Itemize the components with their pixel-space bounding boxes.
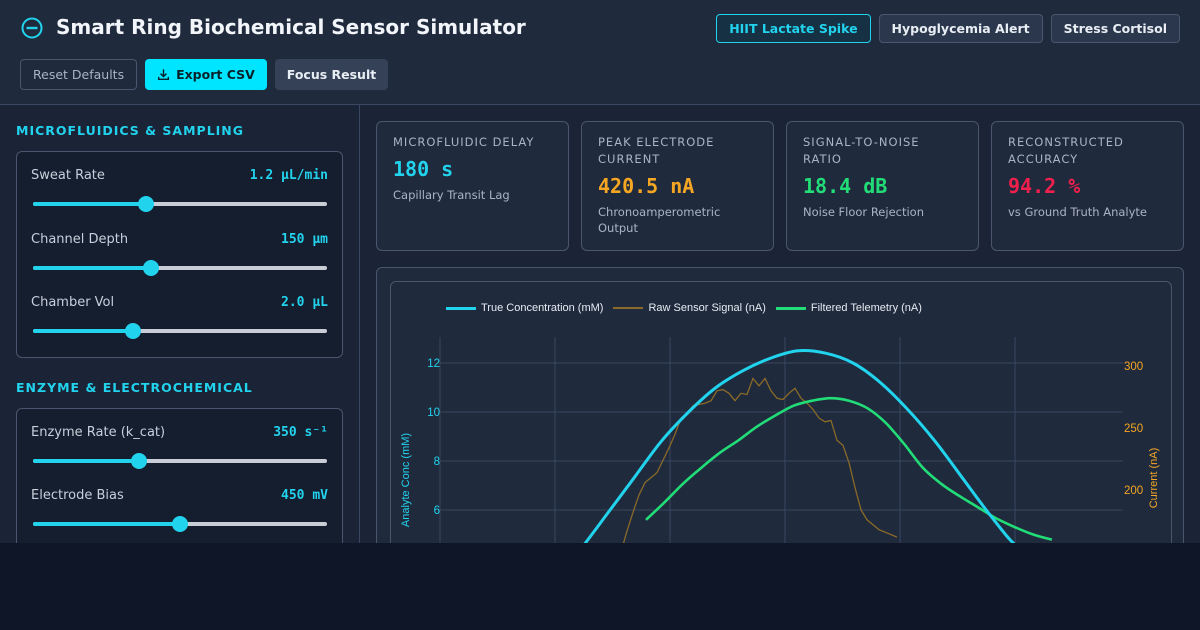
metric-label: PEAK ELECTRODE CURRENT — [598, 135, 715, 166]
sensor-ring-icon — [21, 17, 43, 39]
section-title-microfluidics: MICROFLUIDICS & SAMPLING — [16, 123, 245, 138]
toolbar: Reset Defaults Export CSV Focus Result — [20, 59, 389, 90]
slider-thumb[interactable] — [142, 260, 159, 276]
telemetry-chart: 12 10 8 6 300 250 200 Analyte Conc (mM) Current … — [400, 337, 1160, 543]
parameters-sidebar: MICROFLUIDICS & SAMPLING Sweat Rate 1.2 … — [0, 105, 360, 543]
metric-label: SIGNAL-TO-NOISE RATIO — [803, 135, 920, 166]
sweat-rate-label: Sweat Rate — [31, 168, 105, 183]
series-line-filtered-telemetry — [645, 396, 1053, 541]
metric-value: 94.2 % — [1008, 174, 1081, 198]
electrode-bias-label: Electrode Bias — [31, 488, 124, 503]
y-axis-title-left: Analyte Conc (mM) — [400, 433, 412, 527]
legend-label: True Concentration (mM) — [481, 302, 604, 314]
y-tick-label-left: 6 — [434, 505, 440, 517]
legend-item-filtered[interactable]: Filtered Telemetry (nA) — [775, 302, 922, 314]
chamber-vol-value: 2.0 µL — [281, 295, 328, 310]
series-line-true-concentration — [583, 349, 1016, 543]
header: Smart Ring Biochemical Sensor Simulator … — [0, 0, 1200, 105]
slider-fill — [33, 522, 180, 526]
chamber-vol-control: Chamber Vol 2.0 µL — [31, 295, 328, 355]
metric-caption: Chronoamperometric Output — [598, 205, 721, 235]
electrode-bias-slider[interactable] — [33, 516, 327, 532]
section-title-enzyme: ENZYME & ELECTROCHEMICAL — [16, 380, 253, 395]
slider-fill — [33, 459, 139, 463]
metric-value: 180 s — [393, 157, 454, 181]
sweat-rate-slider[interactable] — [33, 196, 327, 212]
metric-caption: vs Ground Truth Analyte — [1008, 205, 1147, 219]
series-line-raw-sensor-signal — [622, 377, 898, 543]
app-title: Smart Ring Biochemical Sensor Simulator — [56, 15, 526, 39]
slider-thumb[interactable] — [172, 516, 188, 532]
legend-swatch — [775, 306, 806, 310]
sweat-rate-value: 1.2 µL/min — [249, 168, 328, 183]
metric-card-microfluidic-delay: MICROFLUIDIC DELAY 180 s Capillary Trans… — [376, 121, 569, 251]
export-csv-label: Export CSV — [176, 67, 255, 82]
y-tick-label-right: 200 — [1124, 485, 1143, 497]
sweat-rate-control: Sweat Rate 1.2 µL/min — [31, 168, 328, 228]
y-tick-label-left: 12 — [427, 358, 440, 370]
reset-defaults-label: Reset Defaults — [33, 67, 125, 82]
preset-bar: HIIT Lactate Spike Hypoglycemia Alert St… — [716, 14, 1180, 43]
enzyme-rate-label: Enzyme Rate (k_cat) — [31, 425, 166, 440]
electrode-bias-control: Electrode Bias 450 mV — [31, 488, 328, 543]
legend-label: Raw Sensor Signal (nA) — [648, 302, 766, 314]
slider-fill — [33, 202, 147, 206]
y-tick-label-left: 10 — [427, 407, 440, 419]
metric-value: 18.4 dB — [803, 174, 888, 198]
channel-depth-value: 150 µm — [281, 232, 328, 247]
legend-item-raw[interactable]: Raw Sensor Signal (nA) — [613, 302, 766, 314]
enzyme-rate-control: Enzyme Rate (k_cat) 350 s⁻¹ — [31, 425, 328, 485]
preset-hypoglycemia-alert[interactable]: Hypoglycemia Alert — [878, 14, 1043, 43]
focus-result-button[interactable]: Focus Result — [274, 59, 389, 90]
chamber-vol-slider[interactable] — [33, 323, 327, 339]
slider-fill — [33, 329, 133, 333]
metric-label: MICROFLUIDIC DELAY — [393, 135, 535, 149]
metric-caption: Capillary Transit Lag — [393, 188, 510, 202]
focus-result-label: Focus Result — [286, 67, 377, 82]
microfluidics-panel: Sweat Rate 1.2 µL/min Channel Depth 150 … — [16, 151, 343, 358]
metric-label: RECONSTRUCTED ACCURACY — [1008, 135, 1124, 166]
metric-value: 420.5 nA — [598, 174, 695, 198]
metric-card-peak-current: PEAK ELECTRODE CURRENT 420.5 nA Chronoam… — [581, 121, 774, 251]
electrode-bias-value: 450 mV — [281, 488, 328, 503]
preset-hiit-lactate-spike[interactable]: HIIT Lactate Spike — [716, 14, 871, 43]
chart-panel: True Concentration (mM) Raw Sensor Signa… — [390, 281, 1172, 543]
y-axis-title-right: Current (nA) — [1148, 448, 1160, 509]
enzyme-rate-value: 350 s⁻¹ — [273, 425, 328, 440]
slider-thumb[interactable] — [130, 453, 147, 469]
channel-depth-control: Channel Depth 150 µm — [31, 232, 328, 292]
metric-card-snr: SIGNAL-TO-NOISE RATIO 18.4 dB Noise Floo… — [786, 121, 979, 251]
legend-swatch — [446, 306, 476, 310]
y-tick-label-right: 300 — [1124, 361, 1143, 373]
results-area: MICROFLUIDIC DELAY 180 s Capillary Trans… — [360, 105, 1200, 543]
metric-caption: Noise Floor Rejection — [803, 205, 924, 219]
y-tick-label-left: 8 — [434, 456, 440, 468]
channel-depth-slider[interactable] — [33, 260, 327, 276]
chart-legend: True Concentration (mM) Raw Sensor Signa… — [446, 302, 922, 314]
preset-stress-cortisol[interactable]: Stress Cortisol — [1050, 14, 1180, 43]
slider-thumb[interactable] — [124, 323, 141, 339]
y-tick-label-right: 250 — [1124, 423, 1143, 435]
app-window: Smart Ring Biochemical Sensor Simulator … — [0, 0, 1200, 543]
slider-fill — [33, 266, 151, 270]
chamber-vol-label: Chamber Vol — [31, 295, 115, 310]
export-csv-button[interactable]: Export CSV — [145, 59, 267, 90]
slider-thumb[interactable] — [138, 196, 155, 212]
download-icon — [158, 69, 170, 81]
reset-defaults-button[interactable]: Reset Defaults — [20, 59, 138, 90]
legend-label: Filtered Telemetry (nA) — [810, 302, 922, 314]
legend-swatch — [613, 307, 644, 309]
chart-card: True Concentration (mM) Raw Sensor Signa… — [376, 267, 1184, 543]
metric-card-accuracy: RECONSTRUCTED ACCURACY 94.2 % vs Ground … — [991, 121, 1184, 251]
enzyme-panel: Enzyme Rate (k_cat) 350 s⁻¹ Electrode Bi… — [16, 408, 343, 543]
channel-depth-label: Channel Depth — [31, 232, 129, 247]
legend-item-true[interactable]: True Concentration (mM) — [446, 302, 603, 314]
enzyme-rate-slider[interactable] — [33, 453, 327, 469]
